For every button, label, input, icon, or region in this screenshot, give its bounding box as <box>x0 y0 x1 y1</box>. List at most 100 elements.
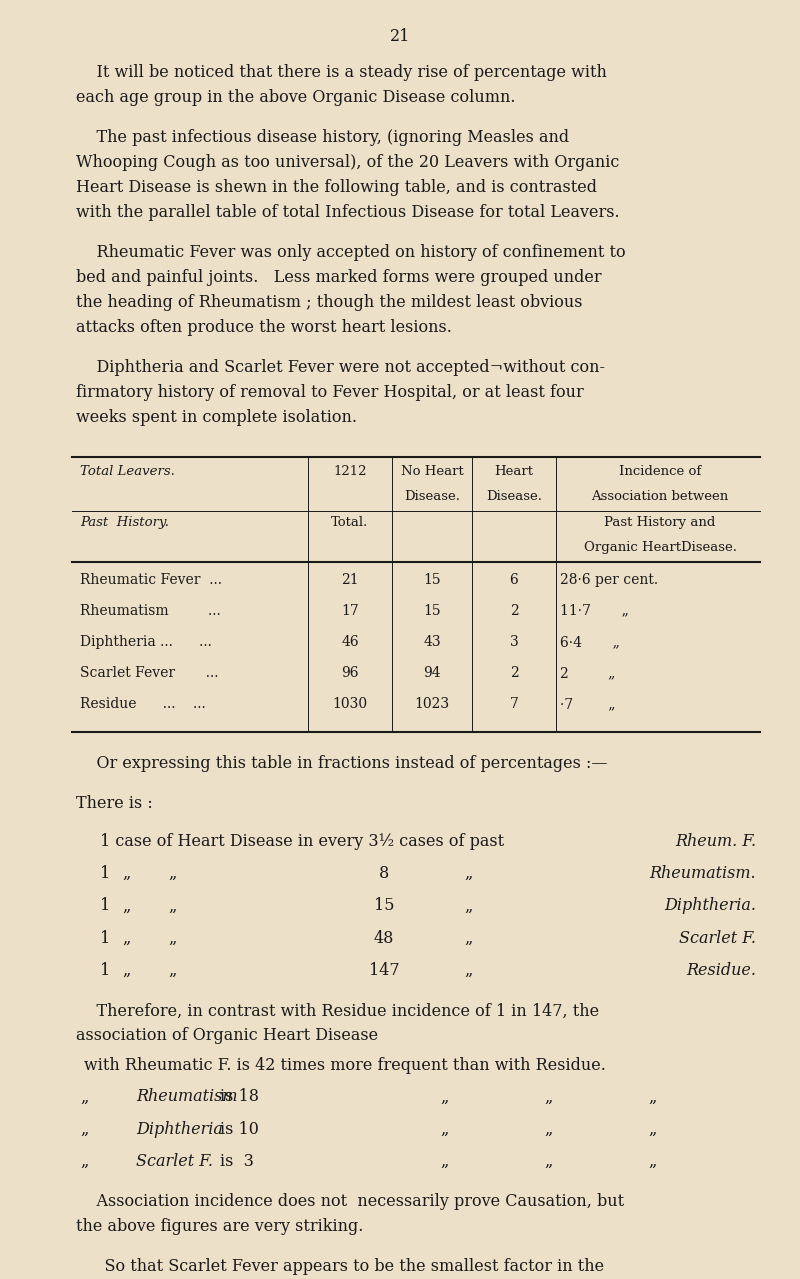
Text: 1: 1 <box>100 930 110 946</box>
Text: the heading of Rheumatism ; though the mildest least obvious: the heading of Rheumatism ; though the m… <box>76 294 582 311</box>
Text: Diphtheria: Diphtheria <box>136 1120 223 1138</box>
Text: with the parallel table of total Infectious Disease for total Leavers.: with the parallel table of total Infecti… <box>76 203 620 221</box>
Text: the above figures are very striking.: the above figures are very striking. <box>76 1219 363 1236</box>
Text: „: „ <box>122 962 130 980</box>
Text: 147: 147 <box>369 962 399 980</box>
Text: 1: 1 <box>100 865 110 883</box>
Text: 8: 8 <box>379 865 389 883</box>
Text: Total Leavers.: Total Leavers. <box>80 464 175 478</box>
Text: 43: 43 <box>423 634 441 648</box>
Text: 2: 2 <box>510 604 518 618</box>
Text: 96: 96 <box>342 666 358 680</box>
Text: „: „ <box>544 1154 552 1170</box>
Text: „: „ <box>648 1088 656 1105</box>
Text: ·7        „: ·7 „ <box>560 697 615 711</box>
Text: „: „ <box>80 1120 88 1138</box>
Text: Total.: Total. <box>331 517 369 530</box>
Text: Scarlet Fever       ...: Scarlet Fever ... <box>80 666 218 680</box>
Text: Therefore, in contrast with Residue incidence of 1 in 147, the: Therefore, in contrast with Residue inci… <box>76 1003 599 1019</box>
Text: „: „ <box>80 1154 88 1170</box>
Text: 48: 48 <box>374 930 394 946</box>
Text: 1030: 1030 <box>333 697 367 711</box>
Text: 6: 6 <box>510 573 518 587</box>
Text: Rheumatic Fever was only accepted on history of confinement to: Rheumatic Fever was only accepted on his… <box>76 244 626 261</box>
Text: 21: 21 <box>390 28 410 45</box>
Text: bed and painful joints.   Less marked forms were grouped under: bed and painful joints. Less marked form… <box>76 269 602 286</box>
Text: Heart Disease is shewn in the following table, and is contrasted: Heart Disease is shewn in the following … <box>76 179 597 196</box>
Text: 6·4       „: 6·4 „ <box>560 634 620 648</box>
Text: is  3: is 3 <box>220 1154 254 1170</box>
Text: 1: 1 <box>100 962 110 980</box>
Text: Diphtheria and Scarlet Fever were not accepted¬without con-: Diphtheria and Scarlet Fever were not ac… <box>76 359 605 376</box>
Text: 15: 15 <box>374 898 394 914</box>
Text: „: „ <box>168 865 176 883</box>
Text: Rheumatism: Rheumatism <box>136 1088 238 1105</box>
Text: Organic HeartDisease.: Organic HeartDisease. <box>583 541 737 554</box>
Text: „: „ <box>544 1120 552 1138</box>
Text: Past  History.: Past History. <box>80 517 169 530</box>
Text: Past History and: Past History and <box>604 517 716 530</box>
Text: Whooping Cough as too universal), of the 20 Leavers with Organic: Whooping Cough as too universal), of the… <box>76 155 619 171</box>
Text: 15: 15 <box>423 604 441 618</box>
Text: 1212: 1212 <box>334 464 366 478</box>
Text: Rheumatism.: Rheumatism. <box>650 865 756 883</box>
Text: „: „ <box>80 1088 88 1105</box>
Text: „: „ <box>648 1154 656 1170</box>
Text: firmatory history of removal to Fever Hospital, or at least four: firmatory history of removal to Fever Ho… <box>76 384 584 402</box>
Text: It will be noticed that there is a steady rise of percentage with: It will be noticed that there is a stead… <box>76 64 607 81</box>
Text: 2: 2 <box>510 666 518 680</box>
Text: Residue.: Residue. <box>686 962 756 980</box>
Text: „: „ <box>440 1088 448 1105</box>
Text: Incidence of: Incidence of <box>619 464 701 478</box>
Text: association of Organic Heart Disease: association of Organic Heart Disease <box>76 1027 378 1045</box>
Text: Disease.: Disease. <box>404 490 460 503</box>
Text: Diphtheria ...      ...: Diphtheria ... ... <box>80 634 212 648</box>
Text: 17: 17 <box>341 604 359 618</box>
Text: 28·6 per cent.: 28·6 per cent. <box>560 573 658 587</box>
Text: Rheumatic Fever  ...: Rheumatic Fever ... <box>80 573 222 587</box>
Text: No Heart: No Heart <box>401 464 463 478</box>
Text: 15: 15 <box>423 573 441 587</box>
Text: „: „ <box>122 865 130 883</box>
Text: Residue      ...    ...: Residue ... ... <box>80 697 206 711</box>
Text: The past infectious disease history, (ignoring Measles and: The past infectious disease history, (ig… <box>76 129 569 146</box>
Text: Rheum. F.: Rheum. F. <box>675 833 756 849</box>
Text: 1 case of Heart Disease in every 3½ cases of past: 1 case of Heart Disease in every 3½ case… <box>100 833 504 849</box>
Text: Scarlet F.: Scarlet F. <box>136 1154 213 1170</box>
Text: 2         „: 2 „ <box>560 666 615 680</box>
Text: Disease.: Disease. <box>486 490 542 503</box>
Text: „: „ <box>440 1154 448 1170</box>
Text: Rheumatism         ...: Rheumatism ... <box>80 604 221 618</box>
Text: „: „ <box>464 962 472 980</box>
Text: Association incidence does not  necessarily prove Causation, but: Association incidence does not necessari… <box>76 1193 624 1210</box>
Text: 3: 3 <box>510 634 518 648</box>
Text: „: „ <box>168 962 176 980</box>
Text: 11·7       „: 11·7 „ <box>560 604 629 618</box>
Text: „: „ <box>440 1120 448 1138</box>
Text: „: „ <box>464 865 472 883</box>
Text: „: „ <box>464 898 472 914</box>
Text: 46: 46 <box>341 634 359 648</box>
Text: „: „ <box>122 930 130 946</box>
Text: Or expressing this table in fractions instead of percentages :—: Or expressing this table in fractions in… <box>76 756 607 773</box>
Text: 7: 7 <box>510 697 518 711</box>
Text: 94: 94 <box>423 666 441 680</box>
Text: 1: 1 <box>100 898 110 914</box>
Text: There is :: There is : <box>76 796 153 812</box>
Text: Diphtheria.: Diphtheria. <box>664 898 756 914</box>
Text: is 10: is 10 <box>220 1120 259 1138</box>
Text: Association between: Association between <box>591 490 729 503</box>
Text: each age group in the above Organic Disease column.: each age group in the above Organic Dise… <box>76 90 515 106</box>
Text: 21: 21 <box>341 573 359 587</box>
Text: „: „ <box>544 1088 552 1105</box>
Text: with Rheumatic F. is 42 times more frequent than with Residue.: with Rheumatic F. is 42 times more frequ… <box>84 1058 606 1074</box>
Text: „: „ <box>122 898 130 914</box>
Text: „: „ <box>464 930 472 946</box>
Text: attacks often produce the worst heart lesions.: attacks often produce the worst heart le… <box>76 318 452 336</box>
Text: is 18: is 18 <box>220 1088 259 1105</box>
Text: So that Scarlet Fever appears to be the smallest factor in the: So that Scarlet Fever appears to be the … <box>84 1259 604 1275</box>
Text: „: „ <box>168 930 176 946</box>
Text: Scarlet F.: Scarlet F. <box>679 930 756 946</box>
Text: 1023: 1023 <box>414 697 450 711</box>
Text: „: „ <box>648 1120 656 1138</box>
